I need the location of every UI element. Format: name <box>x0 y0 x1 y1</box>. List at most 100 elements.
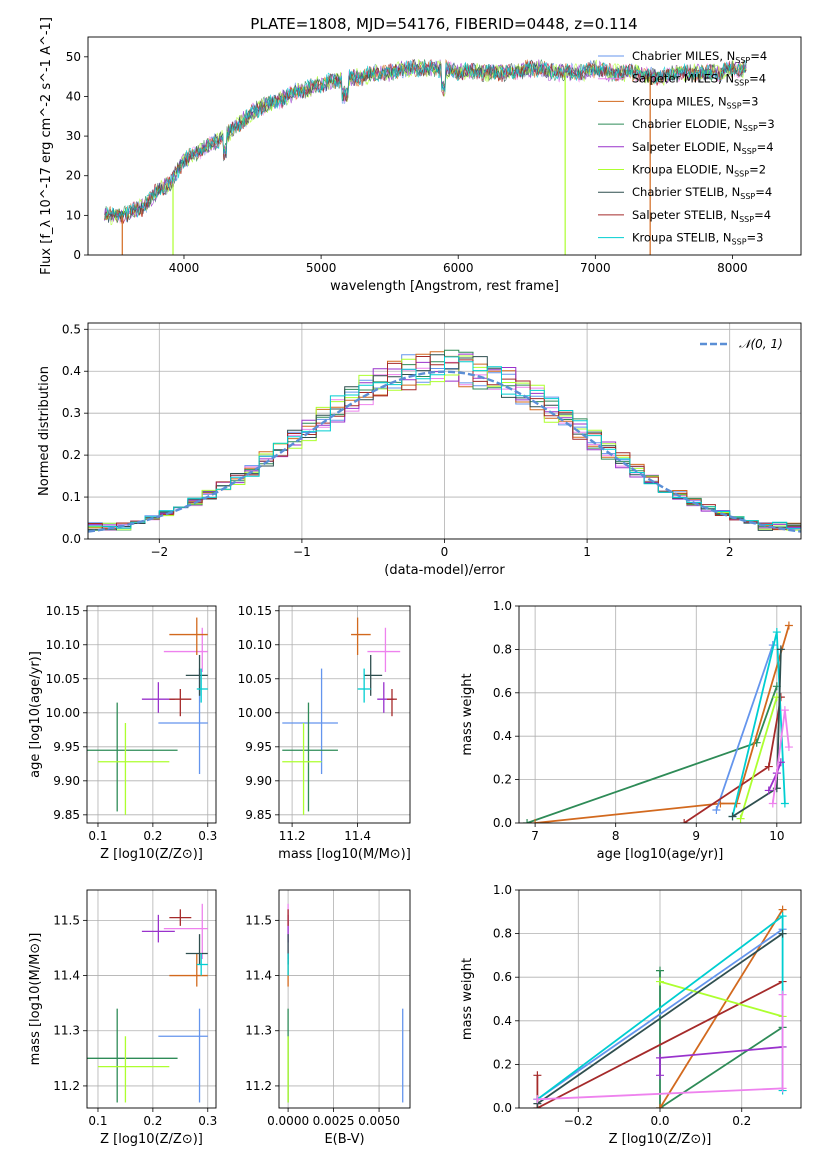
x-tick-label: 5000 <box>306 261 337 275</box>
legend-label: Chabrier MILES, NSSP=4 <box>632 49 767 65</box>
weight-marker <box>768 799 777 808</box>
weight-line-chabrier-miles <box>536 928 784 1101</box>
weight-marker <box>531 819 540 823</box>
y-axis-label: Flux [f_λ 10^-17 erg cm^-2 s^-1 A^-1] <box>39 17 54 275</box>
x-tick-label: 0 <box>441 545 449 559</box>
x-tick-label: 0.3 <box>198 829 217 843</box>
weight-marker <box>784 621 793 630</box>
axes-frame <box>87 322 802 540</box>
weight-marker <box>656 977 664 986</box>
y-tick-label: 0.6 <box>493 686 512 700</box>
panel-Z-age: 0.1 0.2 0.3 9.85 9.90 9.95 10.00 10.05 10.10 10.1… <box>28 604 217 862</box>
legend-label: Chabrier STELIB, NSSP=4 <box>632 185 772 201</box>
weight-line-salpeter-stelib <box>536 980 784 1108</box>
axes-frame <box>86 605 217 824</box>
x-axis-label: (data-model)/error <box>384 563 505 578</box>
weight-line-chabrier-miles <box>715 644 774 811</box>
y-tick-label: 0.0 <box>493 1101 512 1115</box>
y-tick-label: 1.0 <box>493 883 512 897</box>
legend-label: Salpeter ELODIE, NSSP=4 <box>632 140 774 156</box>
y-tick-label: 0.5 <box>62 322 81 336</box>
legend-label: Kroupa ELODIE, NSSP=2 <box>632 163 766 179</box>
weight-marker <box>778 929 787 938</box>
x-tick-label: 11.2 <box>279 829 306 843</box>
y-tick-label: 0.0 <box>62 532 81 546</box>
x-tick-label: 0.0000 <box>267 1114 309 1128</box>
y-tick-label: 0.4 <box>493 1014 512 1028</box>
y-tick-label: 10.05 <box>238 672 272 686</box>
x-tick-label: 1 <box>583 545 591 559</box>
y-tick-label: 9.85 <box>53 808 80 822</box>
weight-marker <box>772 628 781 637</box>
x-tick-label: 7000 <box>580 261 611 275</box>
plot-area-Z-weight <box>519 890 801 1108</box>
y-tick-label: 0.2 <box>493 773 512 787</box>
weight-marker <box>656 1053 664 1062</box>
legend-label: 𝒩(0, 1) <box>739 337 783 351</box>
x-tick-label: 8000 <box>717 261 748 275</box>
weight-line-kroupa-elodie <box>659 980 783 1018</box>
legend-label: Chabrier ELODIE, NSSP=3 <box>632 117 775 133</box>
y-tick-label: 11.5 <box>53 913 80 927</box>
x-tick-label: 0.0050 <box>358 1114 400 1128</box>
weight-line-kroupa-elodie <box>739 696 778 819</box>
x-axis-label: mass [log10(M/M⊙)] <box>278 847 411 862</box>
legend-label: Kroupa STELIB, NSSP=3 <box>632 231 763 247</box>
y-tick-label: 10 <box>66 208 81 222</box>
y-tick-label: 0.3 <box>62 406 81 420</box>
y-axis-label: mass weight <box>460 673 475 755</box>
legend-label: Salpeter MILES, NSSP=4 <box>632 72 766 88</box>
y-tick-label: 10.00 <box>238 706 272 720</box>
y-tick-label: 0.4 <box>493 729 512 743</box>
x-tick-label: 4000 <box>169 261 200 275</box>
weight-marker <box>656 1104 664 1108</box>
y-tick-label: 0.2 <box>493 1057 512 1071</box>
x-axis-label: Z [log10(Z/Z⊙)] <box>609 1132 712 1147</box>
weight-marker <box>778 990 787 999</box>
y-tick-label: 10.10 <box>238 638 272 652</box>
plot-area-Z-age <box>87 606 216 823</box>
y-tick-label: 9.90 <box>245 774 272 788</box>
y-tick-label: 0.8 <box>493 642 512 656</box>
x-tick-label: 0.0 <box>650 1114 669 1128</box>
weight-marker <box>764 786 773 795</box>
y-tick-label: 50 <box>66 50 81 64</box>
panel-age-weight: 7 8 9 10 0.0 0.2 0.4 0.6 0.8 1.0 age [log10(age/yr… <box>460 599 802 862</box>
weight-marker <box>764 762 773 771</box>
y-tick-label: 9.95 <box>53 740 80 754</box>
figure-title: PLATE=1808, MJD=54176, FIBERID=0448, z=0… <box>250 15 637 33</box>
weight-marker <box>728 812 737 821</box>
weight-marker <box>656 1071 664 1080</box>
x-tick-label: 7 <box>531 829 539 843</box>
panel-spectrum: 4000 5000 6000 7000 8000 0 10 20 30 40 50 wavelengt… <box>39 17 802 294</box>
x-tick-label: 0.1 <box>88 829 107 843</box>
weight-line-chabrier-elodie <box>659 970 784 1108</box>
y-tick-label: 11.2 <box>245 1079 272 1093</box>
x-tick-label: 11.4 <box>344 829 371 843</box>
x-tick-label: 2 <box>726 545 734 559</box>
weight-marker <box>784 743 793 752</box>
y-tick-label: 0.2 <box>62 448 81 462</box>
y-tick-label: 11.5 <box>245 913 272 927</box>
y-tick-label: 0.8 <box>493 927 512 941</box>
weight-marker <box>778 1084 787 1093</box>
x-tick-label: 0.3 <box>198 1114 217 1128</box>
x-tick-label: −2 <box>150 545 168 559</box>
y-tick-label: 11.4 <box>53 969 80 983</box>
y-tick-label: 9.90 <box>53 774 80 788</box>
y-tick-label: 10.10 <box>46 638 80 652</box>
y-tick-label: 10.15 <box>46 604 80 618</box>
x-tick-label: −1 <box>293 545 311 559</box>
x-tick-label: 8 <box>612 829 620 843</box>
weight-line-kroupa-miles <box>535 625 790 823</box>
plot-area-age-weight <box>519 606 801 823</box>
spectrum-line-kroupa-stelib <box>104 59 747 220</box>
weight-marker <box>533 1071 542 1080</box>
x-tick-label: 0.0025 <box>313 1114 355 1128</box>
plot-area-residuals <box>88 323 801 539</box>
x-axis-label: Z [log10(Z/Z⊙)] <box>100 847 203 862</box>
weight-marker <box>778 912 787 921</box>
x-tick-label: 10 <box>769 829 784 843</box>
x-tick-label: 9 <box>692 829 700 843</box>
